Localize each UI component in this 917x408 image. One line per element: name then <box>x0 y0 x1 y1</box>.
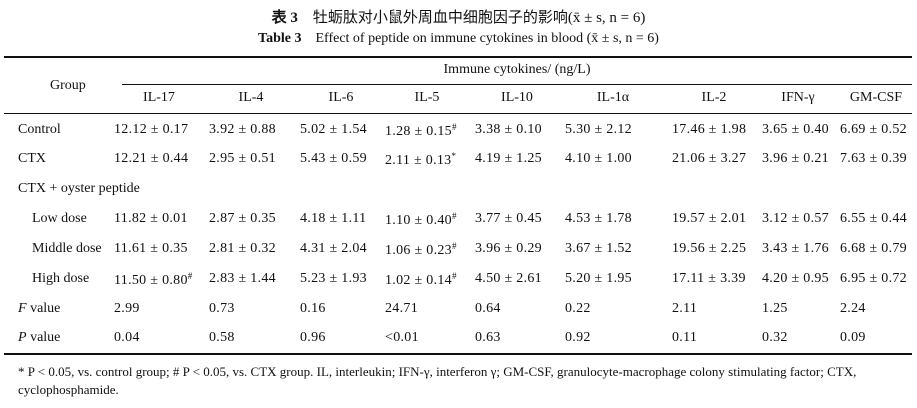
column-header: IL-6 <box>328 90 354 105</box>
table-cell: 3.96 ± 0.29 <box>475 241 542 256</box>
table-cell: 0.73 <box>209 301 235 316</box>
table-cell: 5.30 ± 2.12 <box>565 122 632 137</box>
significance-mark: # <box>451 122 457 132</box>
row-label: CTX <box>18 151 46 166</box>
table-cell: 2.83 ± 1.44 <box>209 271 276 286</box>
table-cell: 5.02 ± 1.54 <box>300 122 367 137</box>
table-cell: 4.53 ± 1.78 <box>565 211 632 226</box>
table-cell: 0.96 <box>300 330 326 345</box>
table-cell: 2.11 <box>672 301 698 316</box>
table-cell: 4.19 ± 1.25 <box>475 151 542 166</box>
table-cell: 5.20 ± 1.95 <box>565 271 632 286</box>
significance-mark: # <box>451 241 457 251</box>
table-cell: 3.43 ± 1.76 <box>762 241 829 256</box>
table-cell: 0.22 <box>565 301 591 316</box>
table-cell: 4.31 ± 2.04 <box>300 241 367 256</box>
table-cell: 11.61 ± 0.35 <box>114 241 188 256</box>
table-cell: 0.04 <box>114 330 140 345</box>
row-label: High dose <box>32 271 90 286</box>
significance-mark: * <box>451 151 457 161</box>
column-header: IL-5 <box>414 90 440 105</box>
table-cell: 12.12 ± 0.17 <box>114 122 189 137</box>
column-header: IFN-γ <box>781 90 815 105</box>
table-cell: 0.58 <box>209 330 235 345</box>
top-rule <box>4 56 912 58</box>
table-cell: 1.06 ± 0.23# <box>385 241 457 258</box>
table-cell: 6.69 ± 0.52 <box>840 122 907 137</box>
table-cell: 19.57 ± 2.01 <box>672 211 747 226</box>
table-cell: 1.25 <box>762 301 788 316</box>
bottom-rule <box>4 353 912 355</box>
table-cell: 24.71 <box>385 301 418 316</box>
table-cell: 0.64 <box>475 301 501 316</box>
row-label: CTX + oyster peptide <box>18 181 140 196</box>
table-cell: 3.67 ± 1.52 <box>565 241 632 256</box>
table-cell: <0.01 <box>385 330 419 345</box>
table-cell: 11.82 ± 0.01 <box>114 211 188 226</box>
group-header: Group <box>50 78 86 93</box>
table-cell: 5.43 ± 0.59 <box>300 151 367 166</box>
row-label: Low dose <box>32 211 87 226</box>
row-label: Control <box>18 122 61 137</box>
table-cell: 0.32 <box>762 330 788 345</box>
header-rule <box>4 113 912 114</box>
significance-mark: # <box>451 271 457 281</box>
table-cell: 3.96 ± 0.21 <box>762 151 829 166</box>
table-cell: 5.23 ± 1.93 <box>300 271 367 286</box>
table-cell: 6.68 ± 0.79 <box>840 241 907 256</box>
table-cell: 4.18 ± 1.11 <box>300 211 367 226</box>
row-label: Middle dose <box>32 241 102 256</box>
table-cell: 1.28 ± 0.15# <box>385 122 457 139</box>
column-header: IL-1α <box>596 90 630 105</box>
table-cell: 2.87 ± 0.35 <box>209 211 276 226</box>
table-cell: 0.63 <box>475 330 501 345</box>
spanner-rule <box>122 84 912 85</box>
significance-mark: # <box>187 271 193 281</box>
table-cell: 6.55 ± 0.44 <box>840 211 907 226</box>
caption-chinese: 表 3 牡蛎肽对小鼠外周血中细胞因子的影响(x̄ ± s, n = 6) <box>271 10 646 26</box>
table-cell: 2.81 ± 0.32 <box>209 241 276 256</box>
table-cell: 19.56 ± 2.25 <box>672 241 747 256</box>
table-cell: 0.16 <box>300 301 326 316</box>
table-cell: 0.92 <box>565 330 591 345</box>
table-cell: 4.20 ± 0.95 <box>762 271 829 286</box>
table-cell: 3.12 ± 0.57 <box>762 211 829 226</box>
table-cell: 3.77 ± 0.45 <box>475 211 542 226</box>
table-cell: 2.11 ± 0.13* <box>385 151 457 168</box>
column-header: IL-4 <box>238 90 264 105</box>
table-cell: 2.24 <box>840 301 866 316</box>
table-cell: 0.11 <box>672 330 698 345</box>
table-cell: 3.38 ± 0.10 <box>475 122 542 137</box>
table-cell: 7.63 ± 0.39 <box>840 151 907 166</box>
table-cell: 1.02 ± 0.14# <box>385 271 457 288</box>
table-cell: 4.10 ± 1.00 <box>565 151 632 166</box>
table-cell: 11.50 ± 0.80# <box>114 271 193 288</box>
caption-english: Table 3 Effect of peptide on immune cyto… <box>258 31 659 46</box>
significance-mark: # <box>451 211 457 221</box>
row-label: F value <box>18 301 61 316</box>
column-header: IL-10 <box>501 90 533 105</box>
column-header: IL-17 <box>143 90 175 105</box>
table-cell: 21.06 ± 3.27 <box>672 151 747 166</box>
table-cell: 2.99 <box>114 301 140 316</box>
table-cell: 3.92 ± 0.88 <box>209 122 276 137</box>
table-cell: 2.95 ± 0.51 <box>209 151 276 166</box>
table-cell: 0.09 <box>840 330 866 345</box>
footnote: * P < 0.05, vs. control group; # P < 0.0… <box>18 364 857 397</box>
table-cell: 17.11 ± 3.39 <box>672 271 746 286</box>
table-cell: 6.95 ± 0.72 <box>840 271 907 286</box>
table-cell: 3.65 ± 0.40 <box>762 122 829 137</box>
table-cell: 1.10 ± 0.40# <box>385 211 457 228</box>
table-cell: 17.46 ± 1.98 <box>672 122 747 137</box>
immune-cytokines-header: Immune cytokines/ (ng/L) <box>443 62 591 77</box>
column-header: GM-CSF <box>849 90 903 105</box>
row-label: P value <box>18 330 61 345</box>
table-cell: 4.50 ± 2.61 <box>475 271 542 286</box>
column-header: IL-2 <box>701 90 727 105</box>
table-cell: 12.21 ± 0.44 <box>114 151 189 166</box>
